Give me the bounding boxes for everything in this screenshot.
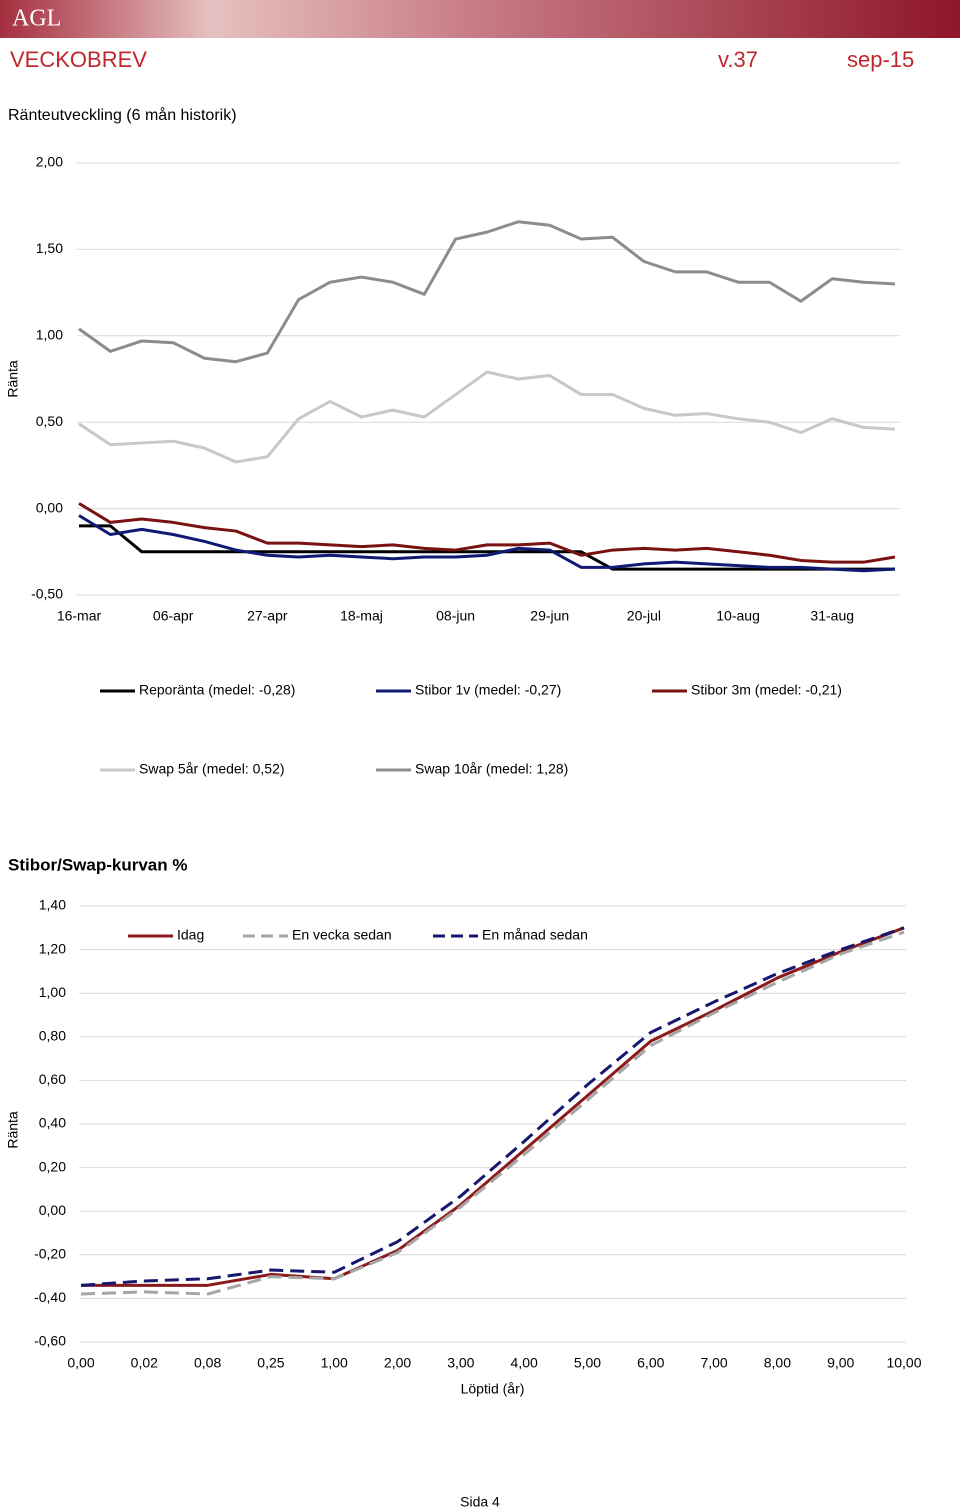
doc-title: VECKOBREV (10, 47, 147, 72)
x-tick-label: 06-apr (153, 608, 194, 624)
x-tick-label: 18-maj (340, 608, 383, 624)
chart-title: Stibor/Swap-kurvan % (8, 855, 187, 874)
y-tick-label: 2,00 (36, 154, 63, 170)
series-line (80, 926, 905, 1287)
y-axis-title: Ränta (5, 360, 21, 398)
y-tick-label: 1,50 (36, 240, 63, 256)
series-line (78, 370, 896, 464)
x-axis-title: Löptid (år) (461, 1381, 525, 1397)
legend-label: Swap 10år (medel: 1,28) (415, 761, 568, 777)
x-tick-label: 20-jul (627, 608, 661, 624)
legend-label: En månad sedan (482, 927, 588, 943)
page-number: Sida 4 (460, 1494, 500, 1510)
series-line (81, 926, 905, 1287)
legend-label: Stibor 1v (medel: -0,27) (415, 682, 561, 698)
week: v.37 (718, 47, 758, 72)
series-line (78, 514, 896, 573)
series-line (80, 930, 905, 1296)
legend-label: Reporänta (medel: -0,28) (139, 682, 295, 698)
x-tick-label: 8,00 (764, 1355, 791, 1371)
x-tick-label: 0,02 (131, 1355, 158, 1371)
legend-label: Stibor 3m (medel: -0,21) (691, 682, 842, 698)
logo: AGL (12, 6, 61, 32)
x-tick-label: 0,08 (194, 1355, 221, 1371)
x-tick-label: 2,00 (384, 1355, 411, 1371)
x-tick-label: 1,00 (321, 1355, 348, 1371)
y-tick-label: 0,00 (36, 499, 63, 515)
legend-label: Swap 5år (medel: 0,52) (139, 761, 285, 777)
y-tick-label: 0,80 (39, 1028, 66, 1044)
x-tick-label: 4,00 (511, 1355, 538, 1371)
y-tick-label: 1,00 (39, 984, 66, 1000)
y-tick-label: 0,60 (39, 1071, 66, 1087)
x-tick-label: 16-mar (57, 608, 102, 624)
x-tick-label: 31-aug (810, 608, 854, 624)
y-axis-title: Ränta (5, 1111, 21, 1149)
x-tick-label: 10,00 (886, 1355, 921, 1371)
x-tick-label: 27-apr (247, 608, 288, 624)
x-tick-label: 10-aug (716, 608, 760, 624)
y-tick-label: 0,40 (39, 1115, 66, 1131)
y-tick-label: -0,40 (34, 1289, 66, 1305)
y-tick-label: 1,20 (39, 940, 66, 956)
y-tick-label: 1,40 (39, 897, 66, 913)
x-tick-label: 0,00 (67, 1355, 94, 1371)
series-line (79, 524, 895, 571)
series-line (78, 220, 896, 364)
x-tick-label: 7,00 (700, 1355, 727, 1371)
y-tick-label: -0,60 (34, 1333, 66, 1349)
series-line (78, 502, 896, 564)
x-tick-label: 3,00 (447, 1355, 474, 1371)
x-tick-label: 08-jun (436, 608, 475, 624)
chart-title: Ränteutveckling (6 mån historik) (8, 106, 237, 124)
y-tick-label: -0,50 (31, 586, 63, 602)
y-tick-label: -0,20 (34, 1246, 66, 1262)
legend-label: En vecka sedan (292, 927, 392, 943)
y-tick-label: 0,00 (39, 1202, 66, 1218)
header-band (0, 0, 960, 38)
x-tick-label: 0,25 (257, 1355, 284, 1371)
x-tick-label: 9,00 (827, 1355, 854, 1371)
x-tick-label: 6,00 (637, 1355, 664, 1371)
date: sep-15 (847, 47, 914, 72)
x-tick-label: 5,00 (574, 1355, 601, 1371)
y-tick-label: 0,20 (39, 1158, 66, 1174)
x-tick-label: 29-jun (530, 608, 569, 624)
legend-label: Idag (177, 927, 204, 943)
y-tick-label: 1,00 (36, 327, 63, 343)
y-tick-label: 0,50 (36, 413, 63, 429)
